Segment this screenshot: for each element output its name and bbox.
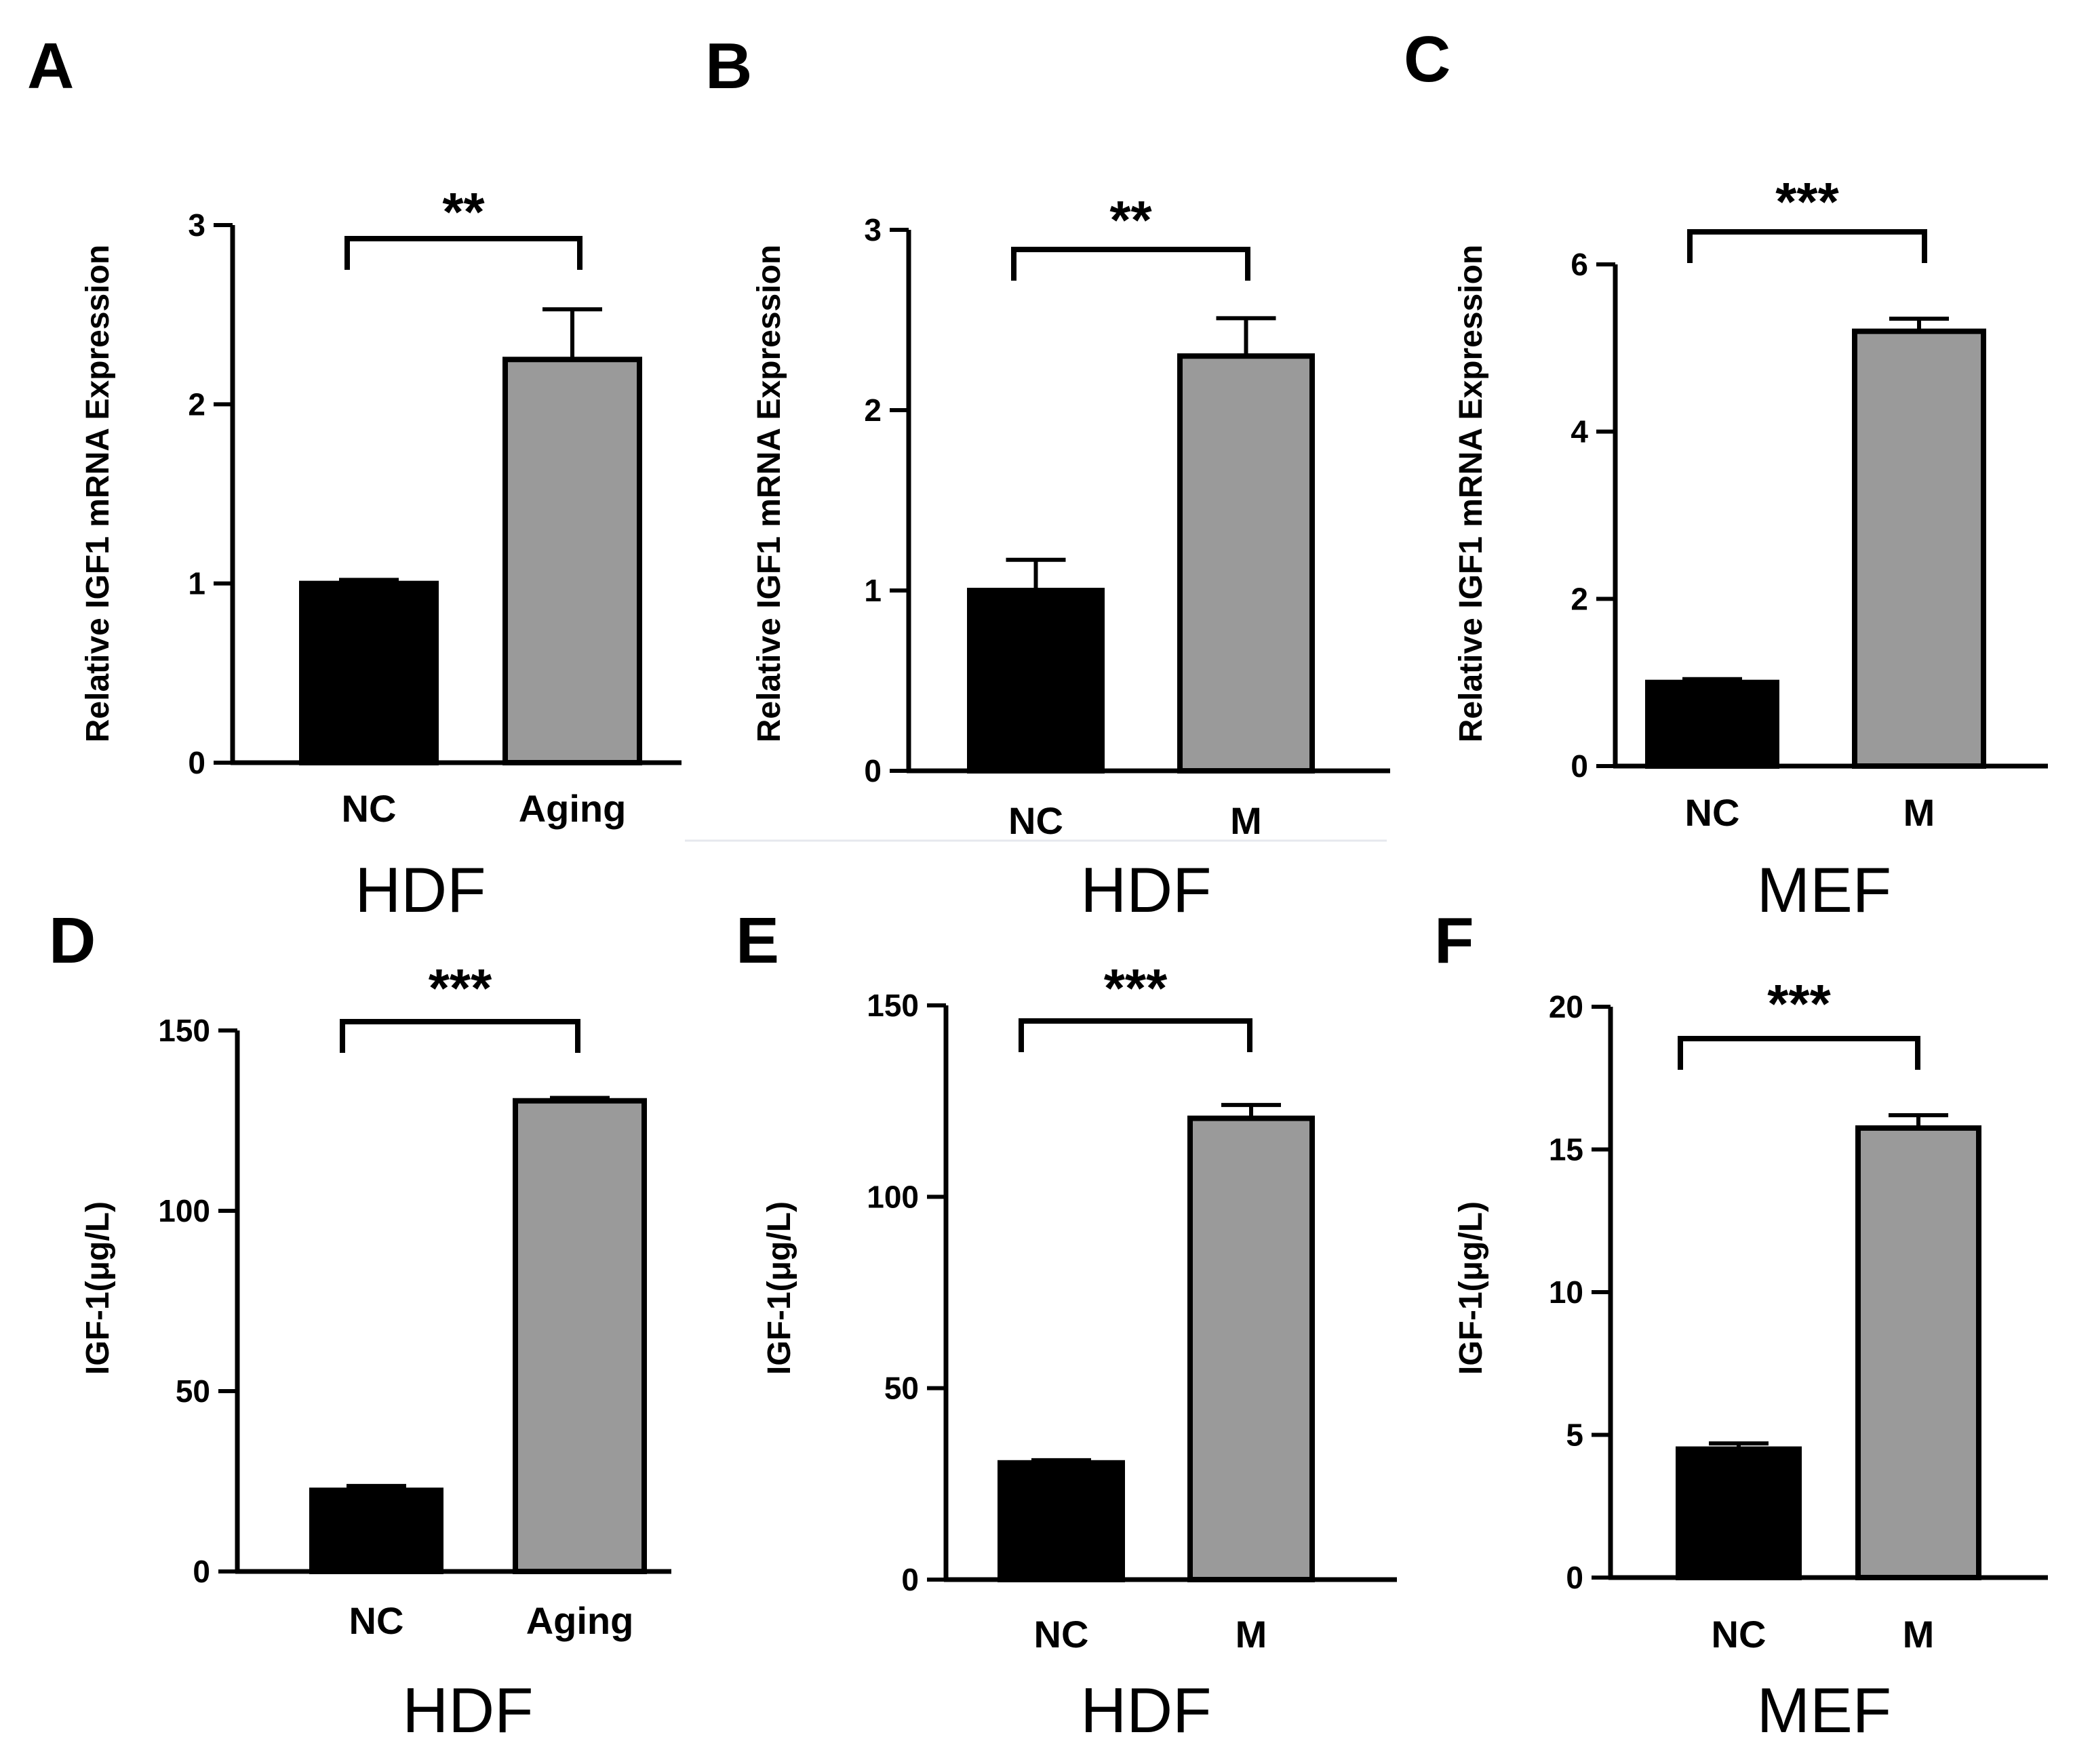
y-tick-label: 15 [1549,1132,1583,1167]
y-tick-label: 1 [864,573,882,608]
cell-line-label: HDF [1080,854,1211,925]
significance-bracket [340,1019,580,1053]
panel-label: A [27,30,74,102]
y-tick-label: 0 [188,745,205,780]
significance-bracket [1678,1036,1920,1070]
significance-bracket [1019,1018,1252,1052]
cell-line-label: HDF [355,854,486,925]
y-tick-label: 5 [1566,1418,1583,1453]
bar-m [1187,1115,1315,1582]
y-tick-label: 6 [1571,247,1588,282]
y-tick-label: 1 [188,566,205,601]
category-label: NC [1685,791,1740,834]
significance-stars: *** [1775,172,1839,232]
significance-stars: *** [1767,974,1831,1034]
cell-line-label: HDF [402,1675,533,1746]
panel-e: E 0 50 100 150 NC M *** IGF-1(μg/L) HDF [736,904,1397,1746]
category-label: M [1236,1613,1267,1656]
panel-label: E [736,904,779,977]
panel-label: B [705,30,752,102]
y-tick-label: 2 [188,386,205,422]
significance-bracket [1687,229,1927,263]
category-label: M [1903,1613,1935,1656]
y-tick-label: 150 [158,1013,210,1048]
panel-c: C 0 2 4 6 NC M *** Relative IGF1 mRNA Expression… [1404,23,2048,925]
bar-m [1177,353,1315,774]
bar-aging [502,357,642,765]
y-axis-title: Relative IGF1 mRNA Expression [751,245,787,742]
category-label: NC [349,1599,404,1642]
bar-m [1855,1125,1981,1581]
panel-label: F [1434,904,1474,977]
category-label: Aging [526,1599,634,1642]
panel-label: D [49,904,96,977]
y-tick-label: 50 [176,1374,210,1409]
y-tick-label: 50 [884,1371,919,1406]
category-label: M [1230,799,1262,842]
y-tick-label: 0 [864,753,882,788]
cell-line-label: HDF [1080,1675,1211,1746]
significance-bracket [344,236,583,270]
category-label: M [1903,791,1935,834]
cell-line-label: MEF [1757,854,1891,925]
category-label: NC [1034,1613,1089,1656]
y-tick-label: 4 [1571,414,1588,449]
significance-stars: ** [1109,190,1152,250]
y-tick-label: 0 [1571,748,1588,784]
panel-b: B 0 1 2 3 NC M ** Relative IGF1 mRNA Expression H… [705,30,1390,925]
y-tick-label: 3 [864,212,882,247]
y-axis-title: Relative IGF1 mRNA Expression [1453,245,1489,742]
panel-label: C [1404,23,1450,96]
category-label: NC [1008,799,1063,842]
category-label: NC [342,787,397,830]
bar-nc [1676,1446,1802,1581]
cell-line-label: MEF [1757,1675,1891,1746]
bar-nc [1645,679,1779,769]
category-label: NC [1712,1613,1766,1656]
y-tick-label: 3 [188,207,205,243]
y-tick-label: 0 [901,1562,919,1597]
panel-f: F 0 5 10 15 20 NC M *** IGF-1(μg/L) MEF [1434,904,2048,1746]
y-axis-title: IGF-1(μg/L) [762,1201,797,1375]
y-tick-label: 150 [867,988,919,1023]
bar-aging [513,1098,647,1574]
significance-stars: *** [429,958,492,1018]
significance-stars: ** [442,182,485,242]
y-tick-label: 2 [864,393,882,428]
y-tick-label: 0 [193,1554,210,1589]
y-tick-label: 0 [1566,1560,1583,1595]
y-axis-title: IGF-1(μg/L) [1453,1201,1489,1375]
bar-nc [309,1487,443,1575]
category-label: Aging [519,787,627,830]
significance-stars: *** [1104,958,1168,1018]
y-tick-label: 100 [158,1193,210,1228]
y-axis-title: IGF-1(μg/L) [80,1201,116,1375]
y-tick-label: 10 [1549,1275,1583,1310]
bar-nc [967,588,1105,774]
panel-a: A 0 1 2 3 NC Aging ** Relative IGF1 mRNA Express… [27,30,682,925]
significance-bracket [1011,247,1250,281]
bar-nc [998,1460,1125,1582]
y-axis-title: Relative IGF1 mRNA Expression [80,245,116,742]
bar-m [1852,328,1986,769]
bar-nc [299,580,439,766]
y-tick-label: 2 [1571,581,1588,616]
y-tick-label: 100 [867,1179,919,1214]
y-tick-label: 20 [1549,989,1583,1024]
panel-d: D 0 50 100 150 NC Aging *** IGF-1(μg/L) HDF [49,904,671,1746]
